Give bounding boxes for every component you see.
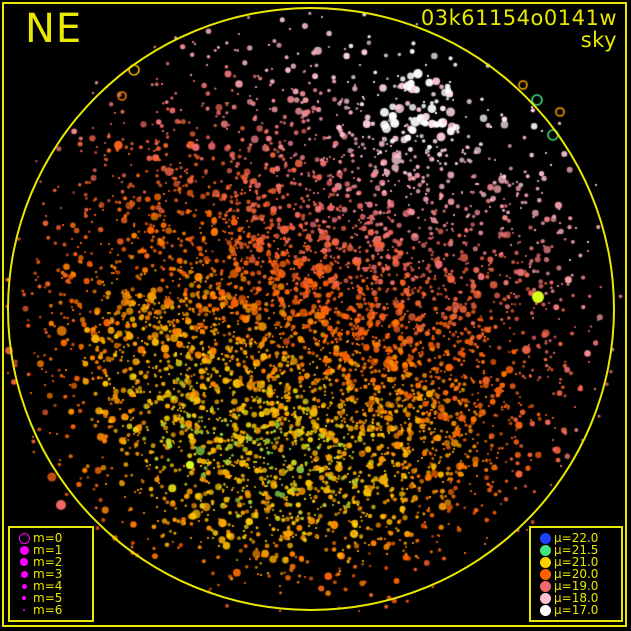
magnitude-swatch-cell — [15, 609, 33, 611]
surface-brightness-swatch-cell — [536, 532, 554, 544]
magnitude-swatch-cell — [15, 558, 33, 566]
magnitude-legend-row: m=1 — [15, 544, 87, 556]
direction-label: NE — [25, 6, 83, 52]
magnitude-swatch-cell — [15, 532, 33, 544]
surface-brightness-dot-icon — [539, 580, 551, 592]
magnitude-dot-icon — [20, 558, 28, 566]
magnitude-legend-row: m=6 — [15, 604, 87, 616]
surface-brightness-swatch-cell — [536, 580, 554, 592]
magnitude-legend-label: m=5 — [33, 591, 63, 605]
surface-brightness-dot-icon — [539, 544, 551, 556]
surface-brightness-legend-label: μ=18.0 — [554, 591, 599, 605]
magnitude-legend-row: m=4 — [15, 580, 87, 592]
magnitude-swatch-cell — [15, 583, 33, 589]
surface-brightness-dot-icon — [539, 592, 551, 604]
magnitude-legend-label: m=3 — [33, 567, 63, 581]
surface-brightness-swatch-cell — [536, 544, 554, 556]
magnitude-dot-icon — [19, 545, 29, 555]
surface-brightness-legend-row: μ=18.0 — [536, 592, 616, 604]
surface-brightness-legend-row: μ=21.5 — [536, 544, 616, 556]
surface-brightness-swatch-cell — [536, 592, 554, 604]
surface-brightness-dot-icon — [539, 568, 551, 580]
surface-brightness-swatch-cell — [536, 568, 554, 580]
surface-brightness-legend-row: μ=19.0 — [536, 580, 616, 592]
magnitude-dot-icon — [21, 583, 27, 589]
magnitude-legend-label: m=6 — [33, 603, 63, 617]
surface-brightness-swatch-cell — [536, 604, 554, 616]
frame-id-text: 03k61154o0141w — [420, 6, 617, 30]
surface-brightness-legend-label: μ=21.5 — [554, 543, 599, 557]
surface-brightness-legend-row: μ=22.0 — [536, 532, 616, 544]
frame-id-block: 03k61154o0141w sky — [421, 7, 617, 51]
surface-brightness-legend-row: μ=21.0 — [536, 556, 616, 568]
magnitude-legend-label: m=4 — [33, 579, 63, 593]
surface-brightness-legend-label: μ=20.0 — [554, 567, 599, 581]
magnitude-dot-icon — [22, 596, 26, 600]
magnitude-dot-icon — [20, 570, 28, 578]
magnitude-swatch-cell — [15, 570, 33, 578]
magnitude-dot-icon — [18, 532, 30, 544]
surface-brightness-legend-row: μ=20.0 — [536, 568, 616, 580]
magnitude-swatch-cell — [15, 545, 33, 555]
surface-brightness-legend: μ=22.0 μ=21.5 μ=21.0 μ=20.0 μ=19.0 μ=18.0 μ=17… — [529, 526, 623, 622]
surface-brightness-legend-label: μ=17.0 — [554, 603, 599, 617]
magnitude-legend-label: m=2 — [33, 555, 63, 569]
surface-brightness-legend-label: μ=22.0 — [554, 531, 599, 545]
surface-brightness-dot-icon — [539, 532, 551, 544]
magnitude-swatch-cell — [15, 596, 33, 600]
magnitude-legend-label: m=1 — [33, 543, 63, 557]
magnitude-legend-label: m=0 — [33, 531, 63, 545]
surface-brightness-legend-label: μ=19.0 — [554, 579, 599, 593]
surface-brightness-dot-icon — [539, 556, 551, 568]
surface-brightness-swatch-cell — [536, 556, 554, 568]
magnitude-legend-row: m=5 — [15, 592, 87, 604]
surface-brightness-legend-row: μ=17.0 — [536, 604, 616, 616]
magnitude-legend: m=0 m=1 m=2 m=3 m=4 m=5 m=6 — [8, 526, 94, 622]
magnitude-dot-icon — [23, 609, 25, 611]
magnitude-legend-row: m=3 — [15, 568, 87, 580]
surface-brightness-legend-label: μ=21.0 — [554, 555, 599, 569]
magnitude-legend-row: m=0 — [15, 532, 87, 544]
magnitude-legend-row: m=2 — [15, 556, 87, 568]
frame-subtitle-text: sky — [580, 28, 617, 53]
surface-brightness-dot-icon — [539, 604, 551, 616]
